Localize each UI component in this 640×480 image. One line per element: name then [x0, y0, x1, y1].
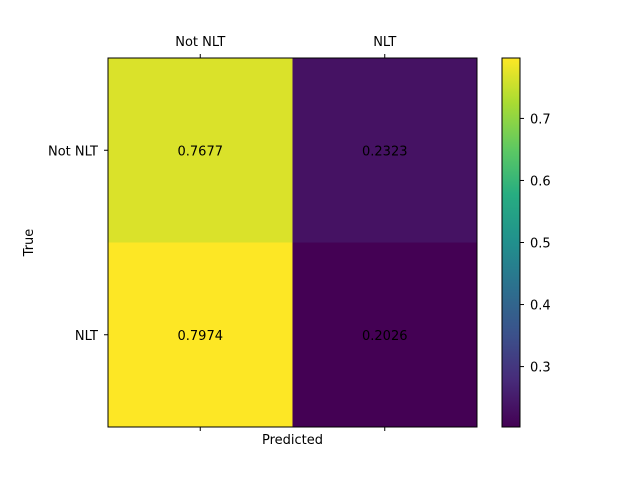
- x-tick-label: NLT: [373, 35, 396, 50]
- colorbar-tick-label: 0.5: [530, 237, 551, 252]
- heatmap-cells: 0.7677 0.2323 0.7974 0.2026: [108, 58, 477, 427]
- cell-value-label: 0.7677: [178, 144, 224, 159]
- cell-value-label: 0.2323: [362, 144, 408, 159]
- colorbar-tick-label: 0.4: [530, 299, 551, 314]
- colorbar-gradient: [501, 57, 521, 428]
- colorbar-tick-label: 0.3: [530, 361, 551, 376]
- colorbar: 0.3 0.4 0.5 0.6 0.7: [501, 57, 551, 428]
- y-tick-label: NLT: [75, 329, 98, 344]
- heatmap-cell: [108, 242, 293, 427]
- heatmap-cell: [108, 58, 293, 243]
- colorbar-tick-label: 0.7: [530, 112, 551, 127]
- heatmap-cell: [292, 242, 477, 427]
- plot-frame: [107, 57, 478, 428]
- y-axis-ticks: Not NLT NLT: [48, 144, 108, 344]
- cell-value-label: 0.2026: [362, 329, 408, 344]
- x-tick-label: Not NLT: [175, 35, 225, 50]
- x-axis-label: Predicted: [262, 433, 323, 448]
- heatmap-cell: [292, 58, 477, 243]
- cell-value-label: 0.7974: [178, 329, 224, 344]
- y-axis-label: True: [22, 229, 37, 258]
- x-axis-ticks: Not NLT NLT: [175, 35, 396, 431]
- y-tick-label: Not NLT: [48, 144, 98, 159]
- colorbar-tick-label: 0.6: [530, 174, 551, 189]
